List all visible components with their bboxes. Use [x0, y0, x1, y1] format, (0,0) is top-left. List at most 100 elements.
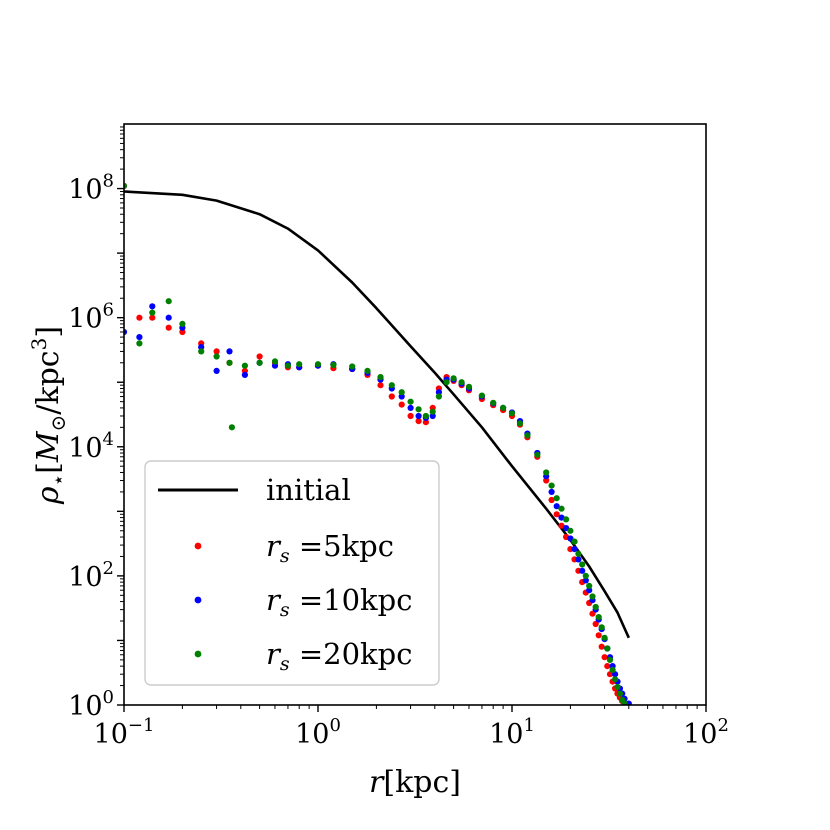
legend-rs20-subscript: s — [280, 653, 290, 675]
data-point — [213, 348, 220, 355]
data-point — [213, 353, 220, 360]
data-point — [256, 353, 263, 360]
plot-frame — [123, 123, 707, 706]
data-point — [443, 379, 450, 386]
data-point — [558, 522, 565, 529]
data-point — [601, 634, 608, 641]
legend-rs5-subscript: s — [280, 545, 290, 567]
x-tick-label: 101 — [489, 715, 535, 750]
data-point — [241, 362, 248, 369]
data-point — [165, 314, 172, 321]
data-point — [213, 367, 220, 374]
data-point — [256, 359, 263, 366]
x-axis-label: r[kpc] — [369, 765, 461, 800]
series-scatter-3 — [124, 182, 628, 705]
data-point — [571, 538, 578, 545]
data-point — [149, 314, 156, 321]
y-axis-mass-symbol: M — [31, 430, 66, 463]
data-point — [571, 546, 578, 553]
data-point — [228, 424, 235, 431]
data-point — [422, 412, 429, 420]
y-tick-labels: 100 102 104 106 108 — [68, 171, 114, 722]
legend-marker-rs5 — [194, 542, 202, 550]
data-point — [548, 482, 555, 489]
data-point — [598, 624, 605, 631]
data-point — [179, 320, 186, 327]
x-tick-label: 102 — [683, 715, 729, 750]
data-point — [616, 690, 624, 697]
y-tick-label: 104 — [68, 429, 114, 464]
data-point — [271, 358, 279, 365]
data-point — [271, 362, 279, 369]
x-tick-label: 100 — [295, 715, 341, 750]
data-point — [330, 361, 337, 369]
y-tick-label: 102 — [68, 558, 114, 593]
data-point — [595, 632, 602, 639]
data-point — [579, 567, 586, 574]
data-point — [500, 404, 507, 411]
legend-rs20-symbol: r — [266, 637, 282, 671]
legend-label-rs10: rs =10kpc — [266, 583, 412, 621]
data-point — [388, 393, 395, 400]
data-point — [604, 645, 611, 652]
data-point — [592, 603, 599, 611]
y-axis-subscript: ⋆ — [46, 474, 70, 487]
data-point — [586, 587, 593, 594]
data-point — [614, 683, 621, 691]
series-scatter-1 — [124, 182, 630, 705]
data-point — [524, 432, 531, 439]
data-point — [136, 314, 143, 321]
data-point — [198, 344, 205, 351]
data-point — [136, 334, 143, 341]
data-point — [407, 398, 414, 405]
y-axis-unit: /kpc — [31, 350, 66, 414]
data-point — [407, 412, 414, 420]
data-point — [435, 389, 442, 396]
data-point — [575, 556, 582, 563]
legend-rs20-value: =20kpc — [290, 637, 413, 671]
legend-marker-rs20 — [194, 650, 202, 658]
data-point — [553, 495, 560, 502]
y-tick-label: 108 — [68, 171, 114, 206]
data-point — [179, 328, 186, 336]
data-point — [458, 379, 465, 386]
legend-rs10-value: =10kpc — [290, 583, 413, 617]
data-point — [465, 383, 473, 390]
data-point — [284, 362, 291, 369]
data-point — [582, 577, 589, 584]
data-point — [490, 399, 497, 406]
legend: initial rs =5kpc rs =10kpc rs =20kpc — [144, 460, 440, 686]
legend-label-initial: initial — [266, 473, 351, 507]
data-point — [415, 412, 422, 420]
data-point — [398, 393, 405, 400]
data-point — [415, 418, 422, 425]
data-point — [553, 511, 560, 518]
legend-rs5-value: =5kpc — [290, 529, 394, 563]
data-point — [563, 516, 570, 523]
data-point — [548, 496, 555, 504]
legend-frame — [144, 460, 440, 686]
data-point — [612, 676, 619, 683]
y-axis-close-bracket: ] — [31, 326, 66, 338]
x-tick-labels: 10−1 100 101 102 — [94, 715, 729, 750]
data-point — [314, 361, 322, 368]
data-point — [349, 363, 356, 370]
data-point — [388, 382, 395, 389]
data-point — [516, 420, 524, 427]
data-point — [398, 389, 405, 396]
data-point — [149, 309, 156, 316]
legend-rs10-symbol: r — [266, 583, 282, 617]
data-point — [548, 488, 555, 495]
data-point — [377, 382, 384, 389]
data-point — [407, 404, 414, 411]
data-point — [149, 303, 156, 310]
data-point — [604, 663, 611, 670]
x-axis-unit: [kpc] — [383, 765, 461, 800]
data-point — [592, 620, 599, 628]
data-point — [364, 367, 371, 374]
legend-label-rs5: rs =5kpc — [266, 529, 394, 567]
data-point — [478, 392, 485, 399]
data-point — [429, 408, 436, 415]
data-point — [582, 572, 589, 580]
